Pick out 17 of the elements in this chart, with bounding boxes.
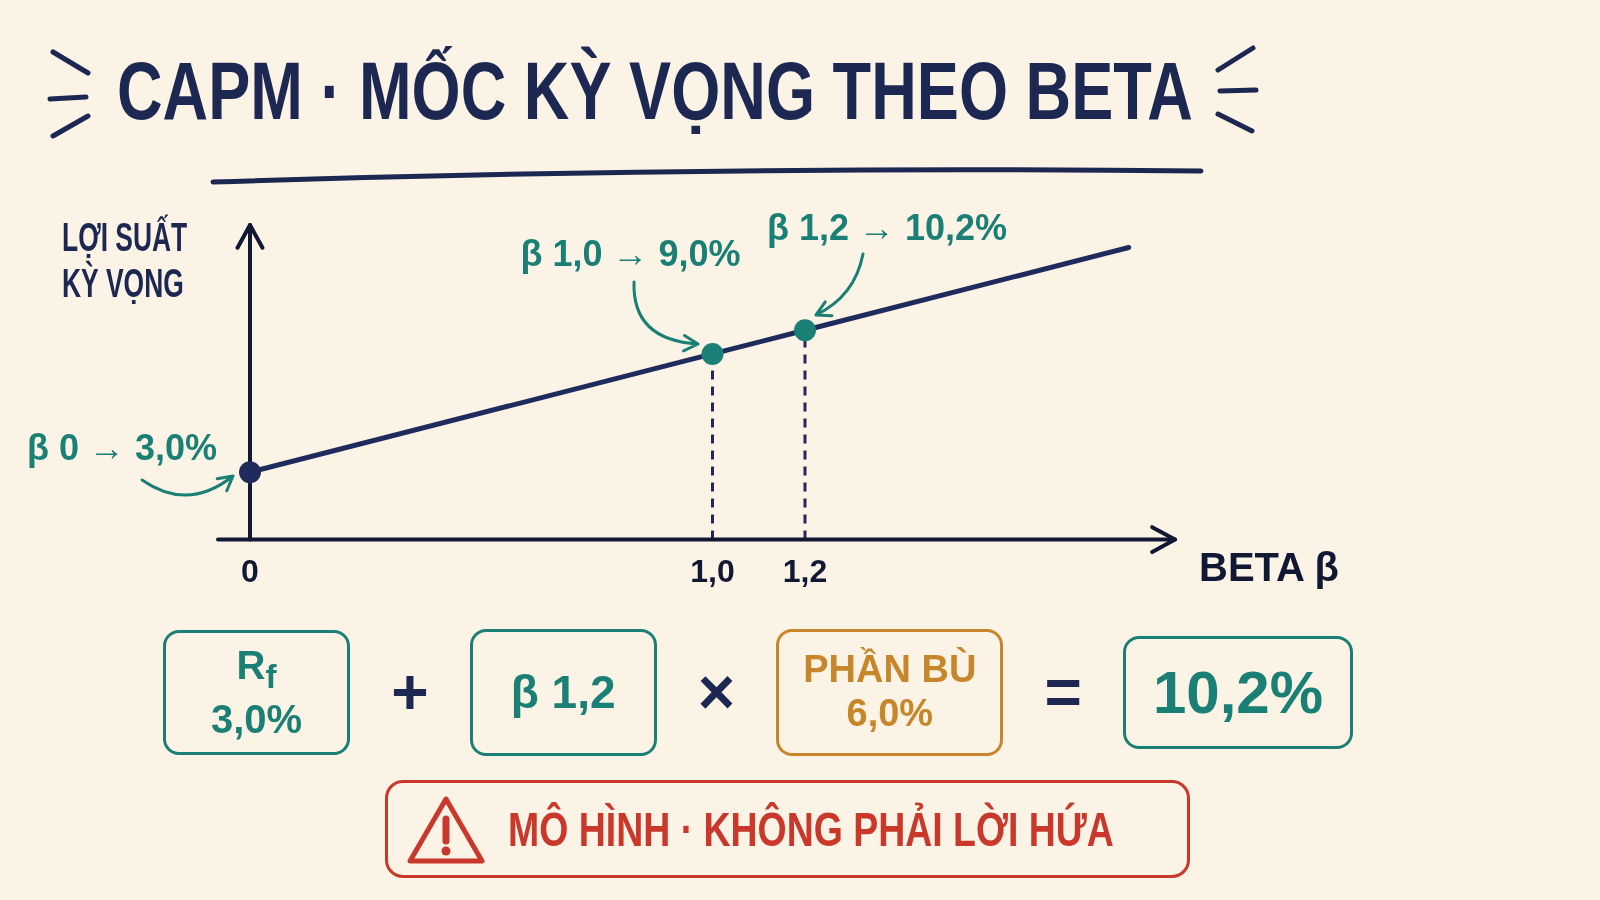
y-axis-title: LỢI SUẤT KỲ VỌNG [62, 214, 189, 306]
x-tick-label: 1,0 [690, 552, 735, 589]
x-axis-title: BETA β [1199, 544, 1339, 589]
x-tick-label: 1,2 [782, 552, 828, 589]
text: MÔ HÌNH · KHÔNG PHẢI LỜI HỨA [508, 801, 1114, 857]
data-label: β 0 → 3,0% [26, 427, 218, 469]
x-tick-label: 0 [241, 552, 259, 589]
data-label: β 1,2 → 10,2% [766, 207, 1008, 249]
text: PHẦN BÙ 6,0% [776, 628, 1004, 756]
text: 10,2% [1122, 635, 1353, 749]
data-label: β 1,0 → 9,0% [520, 232, 741, 274]
text: + [391, 656, 429, 728]
chart-title: CAPM · MỐC KỲ VỌNG THEO BETA [117, 45, 1193, 136]
text: β 1,2 [469, 628, 657, 756]
text: × [697, 656, 736, 728]
text: R$_{f}$ 3,0% [163, 629, 350, 755]
text: = [1044, 656, 1082, 728]
